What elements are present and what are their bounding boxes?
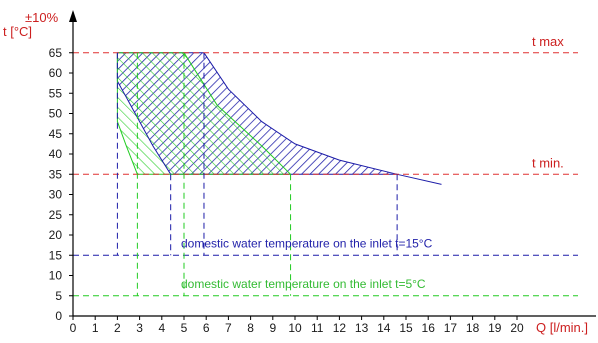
- x-tick-label: 9: [269, 321, 276, 335]
- x-axis-label: Q [l/min.]: [536, 320, 588, 335]
- y-tick-label: 25: [49, 208, 63, 222]
- x-tick-label: 15: [399, 321, 413, 335]
- x-tick-label: 16: [422, 321, 436, 335]
- x-tick-label: 3: [136, 321, 143, 335]
- x-tick-label: 7: [225, 321, 232, 335]
- x-tick-label: 11: [311, 321, 324, 335]
- x-tick-label: 8: [247, 321, 254, 335]
- right-boundary-5c: [183, 52, 291, 175]
- y-tick-label: 10: [49, 269, 63, 283]
- reference-line-layer: [73, 52, 578, 297]
- annotation-inlet-15c: domestic water temperature on the inlet …: [181, 236, 433, 250]
- axes-layer: [69, 10, 596, 320]
- y-tick-label: 20: [49, 228, 63, 242]
- x-tick-label: 13: [355, 321, 369, 335]
- text-layer: 0 1 2 3 4 5 6 7 8 9 10 11 12 13 14 15 16 17 18 19 2005101520…: [3, 10, 588, 335]
- area-layer: [116, 52, 442, 185]
- reference-line-label: t max: [532, 34, 564, 49]
- x-tick-label: 19: [488, 321, 502, 335]
- x-tick-label: 2: [114, 321, 121, 335]
- y-tick-label: 15: [49, 248, 63, 262]
- y-axis-label: t [°C]: [3, 24, 32, 39]
- y-tick-label: 50: [49, 107, 63, 121]
- y-tick-label: 60: [49, 66, 63, 80]
- x-tick-label: 4: [158, 321, 165, 335]
- y-tick-label: 0: [55, 309, 62, 323]
- y-tick-label: 55: [49, 86, 63, 100]
- x-tick-label: 5: [181, 321, 188, 335]
- y-tick-label: 45: [49, 127, 63, 141]
- y-axis-tolerance: ±10%: [25, 10, 59, 25]
- y-tick-label: 35: [49, 167, 63, 181]
- y-tick-label: 5: [55, 289, 62, 303]
- x-tick-label: 17: [444, 321, 458, 335]
- y-tick-label: 65: [49, 46, 63, 60]
- x-tick-label: 10: [288, 321, 302, 335]
- x-tick-label: 18: [466, 321, 480, 335]
- x-tick-label: 14: [377, 321, 391, 335]
- y-axis-arrow: [69, 10, 77, 22]
- x-tick-label: 1: [92, 321, 99, 335]
- annotation-inlet-5c: domestic water temperature on the inlet …: [181, 277, 426, 291]
- reference-line-label: t min.: [532, 155, 564, 170]
- x-tick-label: 0: [70, 321, 77, 335]
- y-tick-label: 30: [49, 188, 63, 202]
- x-tick-label: 6: [203, 321, 210, 335]
- y-tick-label: 40: [49, 147, 63, 161]
- x-tick-label: 20: [510, 321, 524, 335]
- x-tick-label: 12: [333, 321, 347, 335]
